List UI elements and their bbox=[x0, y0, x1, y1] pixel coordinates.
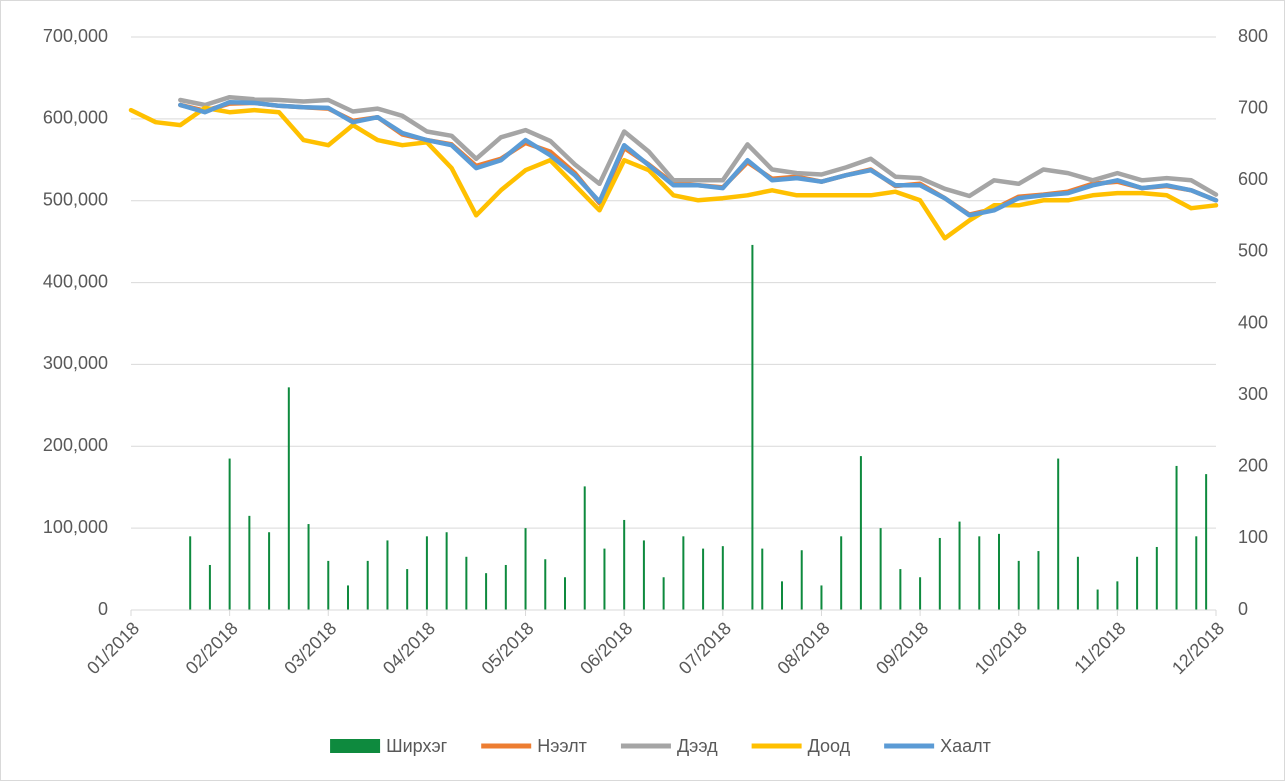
bar bbox=[1057, 458, 1060, 610]
bar bbox=[761, 548, 764, 610]
bar bbox=[228, 458, 231, 610]
legend-label: Ширхэг bbox=[386, 736, 448, 756]
bar bbox=[287, 387, 290, 610]
bar bbox=[751, 244, 754, 610]
bar bbox=[603, 548, 606, 610]
bar bbox=[1155, 546, 1158, 610]
legend-item: Доод bbox=[751, 736, 851, 756]
y-tick-label: 700,000 bbox=[43, 26, 108, 46]
bar bbox=[820, 585, 823, 610]
bar bbox=[485, 573, 488, 610]
bar bbox=[879, 528, 882, 610]
bar bbox=[445, 532, 448, 610]
y-tick-label: 400,000 bbox=[43, 271, 108, 291]
y-tick-label: 300,000 bbox=[43, 353, 108, 373]
y2-tick-label: 300 bbox=[1238, 384, 1268, 404]
bar bbox=[1017, 560, 1020, 610]
bar bbox=[721, 546, 724, 610]
y2-tick-label: 0 bbox=[1238, 599, 1248, 619]
bar bbox=[781, 581, 783, 610]
bar bbox=[800, 550, 803, 610]
bar bbox=[840, 536, 843, 610]
y2-tick-label: 600 bbox=[1238, 169, 1268, 189]
bar bbox=[347, 585, 349, 610]
bar bbox=[366, 560, 369, 610]
bar bbox=[406, 569, 409, 610]
legend-item: Дээд bbox=[620, 736, 718, 756]
bar bbox=[465, 556, 468, 610]
y2-tick-label: 100 bbox=[1238, 527, 1268, 547]
y2-tick-label: 500 bbox=[1238, 241, 1268, 261]
bar bbox=[682, 536, 685, 610]
y-tick-label: 500,000 bbox=[43, 189, 108, 209]
bar bbox=[859, 456, 862, 610]
line-series bbox=[178, 99, 1219, 218]
legend-item: Ширхэг bbox=[330, 736, 448, 756]
bar bbox=[307, 524, 310, 610]
bar bbox=[1096, 589, 1099, 610]
bar bbox=[978, 536, 981, 610]
bar bbox=[919, 577, 922, 610]
bar bbox=[662, 577, 665, 610]
y-tick-label: 100,000 bbox=[43, 517, 108, 537]
legend-label: Хаалт bbox=[940, 736, 991, 756]
bar bbox=[189, 536, 192, 610]
bar bbox=[504, 564, 507, 610]
bar bbox=[1136, 556, 1139, 610]
bar bbox=[899, 569, 902, 610]
bar bbox=[702, 548, 705, 610]
y-tick-label: 600,000 bbox=[43, 108, 108, 128]
y-tick-label: 0 bbox=[98, 599, 108, 619]
bar bbox=[268, 532, 271, 610]
y2-tick-label: 200 bbox=[1238, 456, 1268, 476]
legend-label: Нээлт bbox=[537, 736, 587, 756]
bar bbox=[1037, 551, 1040, 610]
bar bbox=[623, 519, 626, 610]
bar bbox=[938, 537, 941, 610]
bar bbox=[1205, 474, 1208, 610]
bar bbox=[544, 559, 547, 610]
bar bbox=[564, 577, 566, 610]
bar bbox=[524, 528, 527, 610]
y2-tick-label: 700 bbox=[1238, 97, 1268, 117]
bar bbox=[248, 515, 251, 610]
legend-swatch bbox=[330, 739, 381, 753]
legend-label: Доод bbox=[808, 736, 851, 756]
y2-tick-label: 800 bbox=[1238, 26, 1268, 46]
line-series bbox=[178, 94, 1219, 199]
legend-item: Хаалт bbox=[884, 736, 991, 756]
bar bbox=[1116, 581, 1119, 610]
y-tick-label: 200,000 bbox=[43, 435, 108, 455]
bar bbox=[998, 533, 1000, 610]
bar bbox=[1175, 465, 1178, 610]
legend-item: Нээлт bbox=[481, 736, 587, 756]
legend-label: Дээд bbox=[677, 736, 718, 756]
y2-tick-label: 400 bbox=[1238, 312, 1268, 332]
bar bbox=[208, 564, 211, 610]
bar bbox=[958, 521, 961, 610]
bar bbox=[583, 486, 586, 610]
bar bbox=[327, 560, 330, 610]
bar bbox=[425, 536, 428, 610]
bar bbox=[386, 540, 389, 610]
bar bbox=[642, 540, 645, 610]
line-series bbox=[128, 105, 1219, 241]
bar bbox=[1076, 556, 1079, 610]
bar bbox=[1195, 536, 1198, 610]
